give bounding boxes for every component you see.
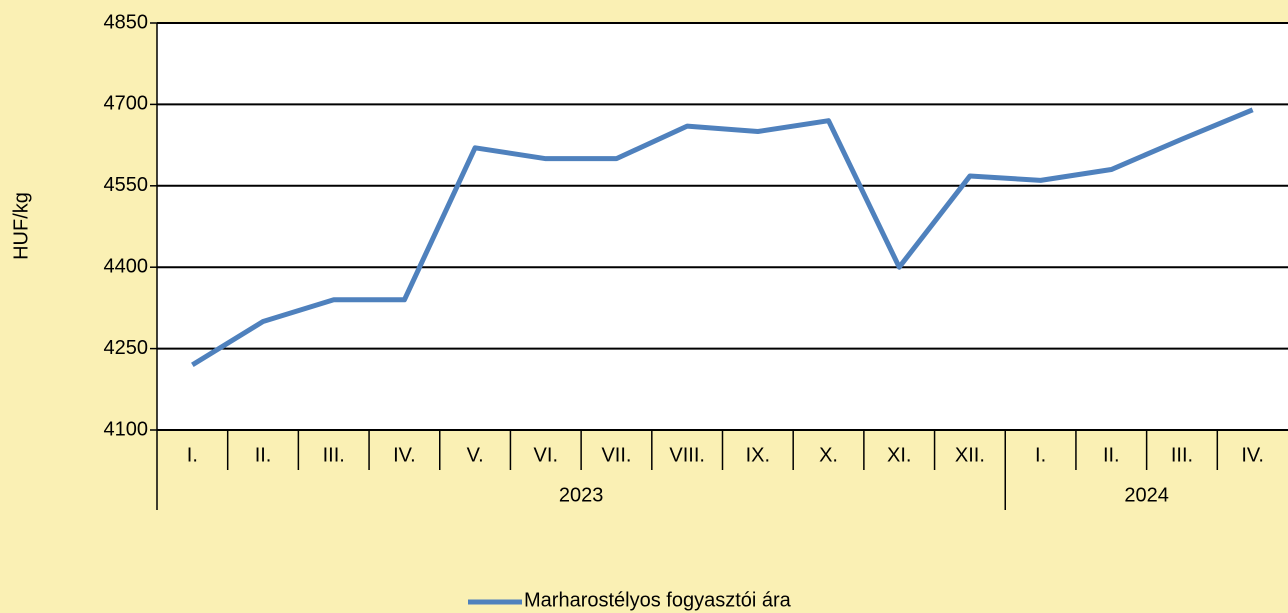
- y-tick-label: 4700: [104, 93, 149, 115]
- x-tick-label: IV.: [393, 444, 416, 466]
- x-tick-label: III.: [323, 444, 345, 466]
- x-tick-label: IV.: [1241, 444, 1264, 466]
- x-group-label: 2023: [559, 484, 604, 506]
- x-tick-label: I.: [187, 444, 198, 466]
- y-axis-label: HUF/kg: [10, 192, 32, 260]
- x-tick-label: XII.: [955, 444, 985, 466]
- x-tick-label: X.: [819, 444, 838, 466]
- y-tick-label: 4400: [104, 255, 149, 277]
- x-tick-label: XI.: [887, 444, 911, 466]
- y-tick-label: 4850: [104, 11, 149, 33]
- y-tick-label: 4250: [104, 337, 149, 359]
- x-tick-label: I.: [1035, 444, 1046, 466]
- x-tick-label: II.: [1103, 444, 1120, 466]
- x-tick-label: II.: [255, 444, 272, 466]
- x-tick-label: V.: [467, 444, 484, 466]
- x-tick-label: III.: [1171, 444, 1193, 466]
- plot-area: [157, 23, 1288, 430]
- x-tick-label: VII.: [601, 444, 631, 466]
- line-series: [191, 107, 1254, 368]
- x-tick-label: VI.: [534, 444, 558, 466]
- legend-label: Marharostélyos fogyasztói ára: [524, 589, 792, 611]
- x-tick-label: IX.: [746, 444, 770, 466]
- y-tick-label: 4100: [104, 418, 149, 440]
- x-tick-label: VIII.: [669, 444, 705, 466]
- x-group-label: 2024: [1124, 484, 1169, 506]
- y-tick-label: 4550: [104, 174, 149, 196]
